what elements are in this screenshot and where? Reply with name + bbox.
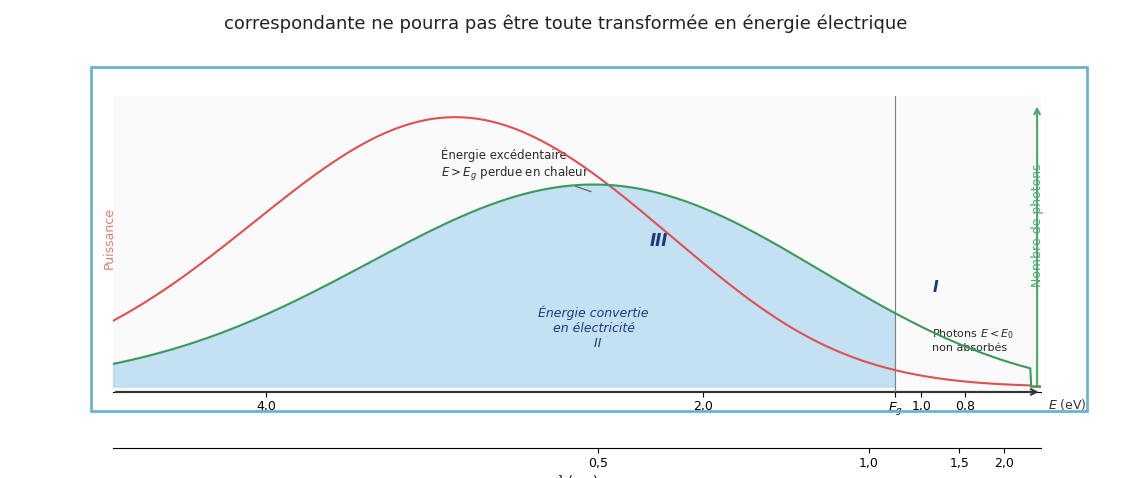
Text: Énergie convertie
en électricité
  II: Énergie convertie en électricité II <box>539 305 649 349</box>
Text: III: III <box>650 232 668 250</box>
X-axis label: $\lambda$ (μm): $\lambda$ (μm) <box>556 473 599 478</box>
Text: Énergie excédentaire
$E > E_g$ perdue en chaleur: Énergie excédentaire $E > E_g$ perdue en… <box>440 148 591 192</box>
Text: I: I <box>933 280 937 295</box>
Text: Photons $E < E_0$
non absorbés: Photons $E < E_0$ non absorbés <box>933 327 1014 353</box>
Text: $E$ (eV): $E$ (eV) <box>1048 397 1087 413</box>
Text: Puissance: Puissance <box>102 207 115 270</box>
Text: Nombre de photons: Nombre de photons <box>1030 163 1044 287</box>
Text: correspondante ne pourra pas être toute transformée en énergie électrique: correspondante ne pourra pas être toute … <box>224 14 908 33</box>
